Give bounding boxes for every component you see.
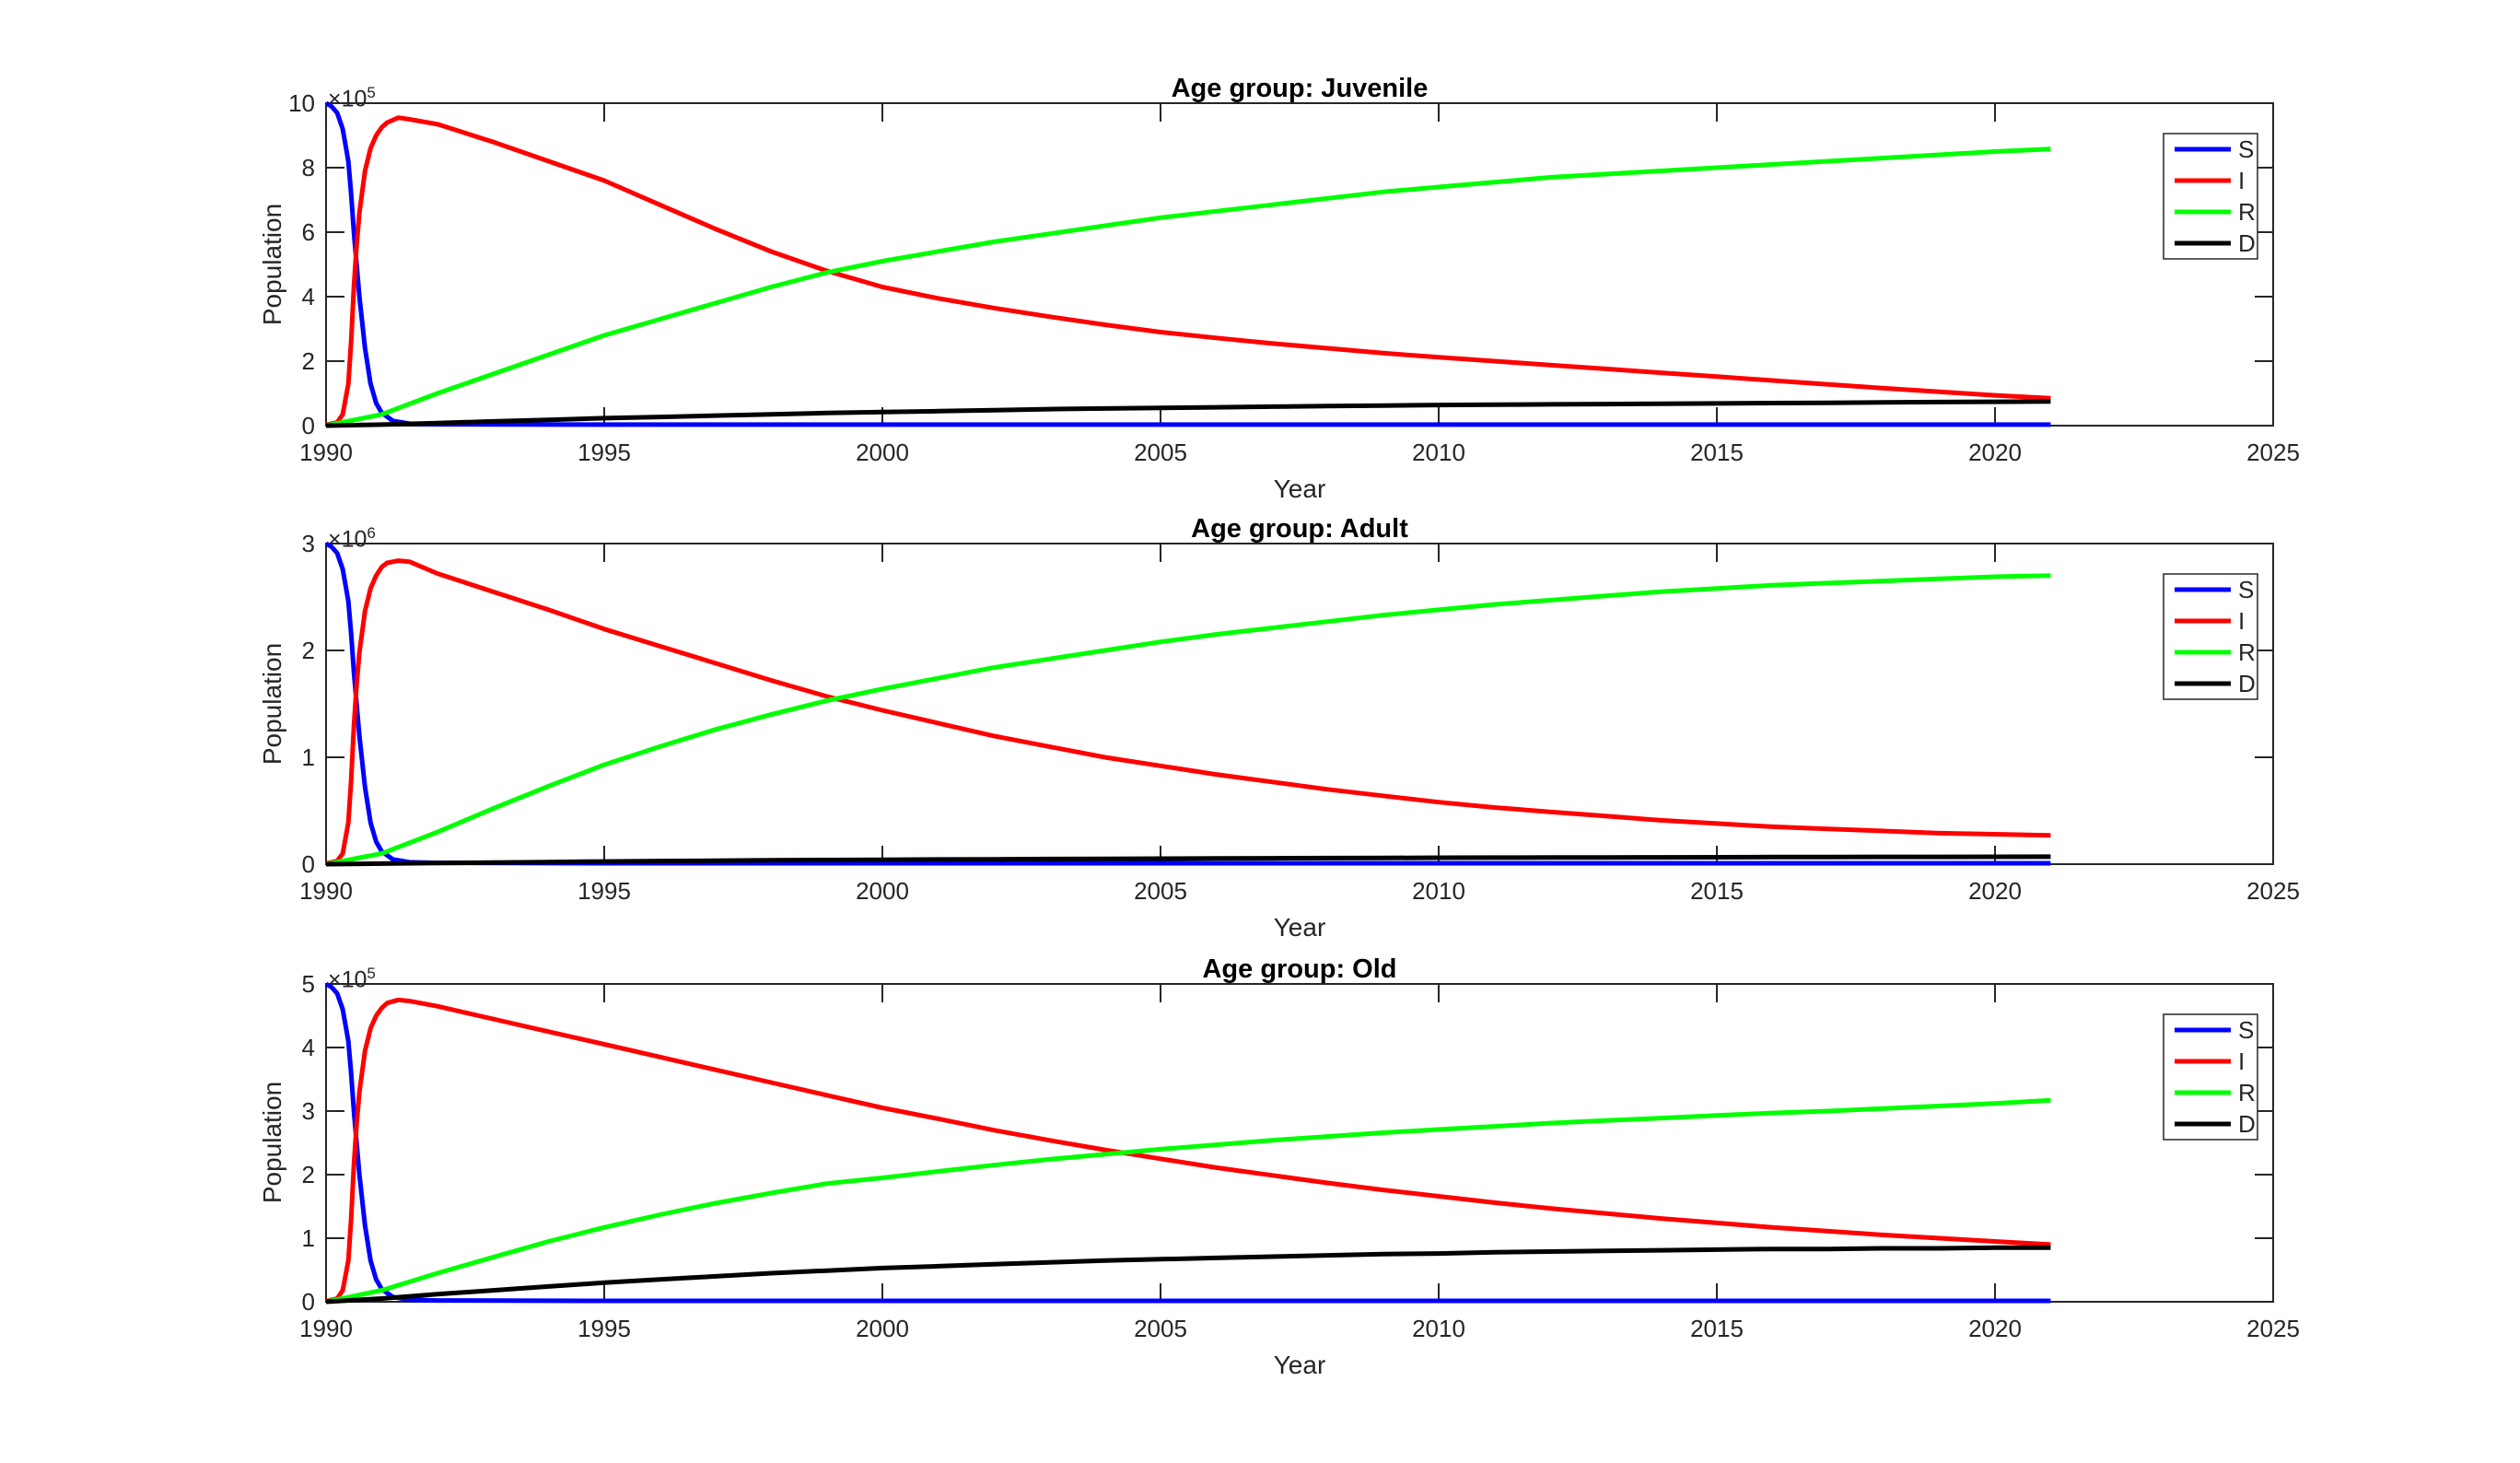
series-line-S (324, 981, 2051, 1304)
y-tick-label: 0 (302, 412, 315, 439)
multiplier-exponent: 6 (367, 524, 376, 542)
x-tick-label: 1990 (299, 877, 353, 905)
series-line-D (325, 1245, 2051, 1305)
x-tick-label: 2020 (1968, 1315, 2022, 1342)
subplot2-y-exponent-label: ×106 (328, 520, 376, 553)
series-line-R (325, 1097, 2051, 1305)
subplot2-ylabel: Population (258, 642, 286, 766)
x-tick-label: 2010 (1412, 877, 1465, 905)
legend-label-D: D (2238, 229, 2256, 257)
y-tick-label: 5 (302, 970, 315, 998)
legend-label-I: I (2238, 607, 2245, 635)
axes-frame (325, 543, 2274, 865)
y-tick-label: 4 (302, 283, 315, 310)
legend-box (2163, 1013, 2258, 1141)
legend-label-S: S (2238, 576, 2254, 603)
series-line-I (325, 558, 2051, 866)
legend-box (2163, 573, 2258, 700)
legend-label-R: R (2238, 198, 2256, 226)
subplot-1: 1990 1995 2000 2005 2010 2015 2020 2025 0 2 4 6 8 10 S… (288, 89, 2300, 466)
legend-label-R: R (2238, 638, 2256, 666)
y-tick-label: 10 (288, 89, 315, 117)
y-tick-label: 8 (302, 154, 315, 181)
subplot1-ylabel: Population (258, 203, 286, 326)
subplot3-y-exponent-label: ×105 (328, 960, 376, 993)
subplot1-y-exponent-label: ×105 (328, 79, 376, 112)
multiplier-exponent: 5 (367, 965, 376, 982)
x-tick-label: 2020 (1968, 877, 2022, 905)
legend-label-I: I (2238, 167, 2245, 194)
multiplier-base: ×10 (328, 526, 368, 553)
x-tick-label: 2005 (1134, 439, 1187, 466)
y-tick-label: 4 (302, 1034, 315, 1061)
legend-label-S: S (2238, 135, 2254, 163)
subplot2-title: Age group: Adult (1191, 514, 1408, 544)
x-tick-label: 1990 (299, 1315, 353, 1342)
series-line-S (324, 541, 2051, 866)
y-tick-label: 3 (302, 1097, 315, 1125)
x-tick-label: 2000 (856, 877, 909, 905)
y-tick-label: 2 (302, 1161, 315, 1188)
x-tick-label: 2000 (856, 439, 909, 466)
y-tick-label: 1 (302, 1224, 315, 1252)
x-tick-label: 1990 (299, 439, 353, 466)
x-tick-label: 2015 (1690, 439, 1744, 466)
y-tick-label: 2 (302, 637, 315, 664)
x-tick-label: 2005 (1134, 1315, 1187, 1342)
subplot2-xlabel: Year (1273, 913, 1326, 942)
series-line-R (325, 146, 2051, 428)
subplot3-title: Age group: Old (1202, 954, 1397, 984)
x-tick-label: 2005 (1134, 877, 1187, 905)
x-tick-label: 1995 (578, 877, 631, 905)
legend-label-I: I (2238, 1048, 2245, 1075)
subplot-3: 1990 1995 2000 2005 2010 2015 2020 2025 0 1 2 3 4 5 SI… (299, 970, 2300, 1342)
subplot3-ylabel: Population (258, 1081, 286, 1204)
legend-label-D: D (2238, 1110, 2256, 1138)
series-line-D (325, 854, 2051, 867)
legend-box (2163, 133, 2258, 260)
y-tick-label: 6 (302, 218, 315, 246)
x-tick-label: 2000 (856, 1315, 909, 1342)
x-tick-label: 2025 (2246, 1315, 2300, 1342)
multiplier-base: ×10 (328, 966, 368, 993)
series-line-D (325, 399, 2051, 428)
y-tick-label: 0 (302, 850, 315, 878)
multiplier-exponent: 5 (367, 84, 376, 101)
multiplier-base: ×10 (328, 86, 368, 112)
y-tick-label: 3 (302, 530, 315, 557)
x-tick-label: 2025 (2246, 439, 2300, 466)
series-line-I (325, 997, 2051, 1304)
y-tick-label: 1 (302, 743, 315, 771)
x-tick-label: 2020 (1968, 439, 2022, 466)
subplot3-xlabel: Year (1273, 1351, 1326, 1379)
x-tick-label: 2010 (1412, 439, 1465, 466)
subplot1-xlabel: Year (1273, 474, 1326, 503)
x-tick-label: 2010 (1412, 1315, 1465, 1342)
x-tick-label: 2025 (2246, 877, 2300, 905)
series-line-R (325, 573, 2051, 867)
series-line-S (324, 100, 2051, 427)
x-tick-label: 2015 (1690, 877, 1744, 905)
y-tick-label: 0 (302, 1288, 315, 1316)
y-tick-label: 2 (302, 347, 315, 375)
x-tick-label: 2015 (1690, 1315, 1744, 1342)
legend-label-S: S (2238, 1016, 2254, 1044)
legend-label-R: R (2238, 1079, 2256, 1106)
x-tick-label: 1995 (578, 439, 631, 466)
subplot1-title: Age group: Juvenile (1171, 74, 1429, 103)
x-tick-label: 1995 (578, 1315, 631, 1342)
legend-label-D: D (2238, 670, 2256, 697)
